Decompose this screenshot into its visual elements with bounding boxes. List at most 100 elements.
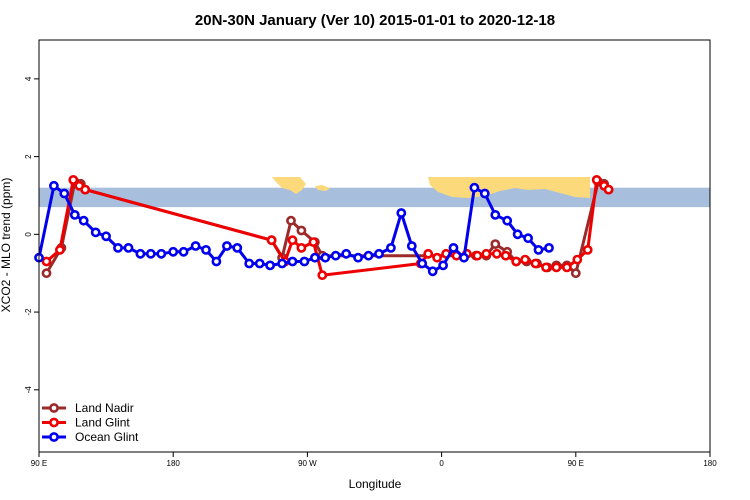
data-point xyxy=(221,241,232,251)
data-point xyxy=(286,215,296,226)
legend-entry: Land Glint xyxy=(42,416,130,430)
data-point xyxy=(341,248,352,259)
data-point xyxy=(254,258,265,269)
data-point xyxy=(541,262,551,273)
data-point xyxy=(156,248,167,259)
chart-title: 20N-30N January (Ver 10) 2015-01-01 to 2… xyxy=(195,12,555,29)
data-point xyxy=(41,256,52,267)
data-point xyxy=(135,248,146,259)
data-point xyxy=(544,242,554,253)
data-point xyxy=(385,242,396,253)
data-point xyxy=(459,252,469,263)
map-strip xyxy=(39,177,710,208)
series-layer xyxy=(34,174,614,281)
legend-swatch-marker xyxy=(49,432,59,442)
data-point xyxy=(41,268,52,279)
legend-swatch-marker xyxy=(49,417,59,428)
data-point xyxy=(330,250,341,261)
data-point xyxy=(432,252,442,263)
data-point xyxy=(113,242,123,253)
data-point xyxy=(68,174,79,185)
data-point xyxy=(491,248,502,259)
data-point xyxy=(479,188,490,199)
data-point xyxy=(502,215,513,226)
x-tick-label: 90 W xyxy=(298,459,317,468)
legend-entry: Land Nadir xyxy=(42,401,134,415)
data-point xyxy=(591,174,602,185)
data-point xyxy=(145,248,156,259)
data-point xyxy=(49,180,59,191)
map-land xyxy=(315,185,330,191)
data-point xyxy=(481,248,492,259)
plot-frame xyxy=(38,39,711,453)
data-point xyxy=(244,258,255,269)
data-point xyxy=(353,252,363,263)
data-point xyxy=(490,239,501,249)
data-point xyxy=(570,268,581,279)
data-point xyxy=(59,188,70,199)
data-point xyxy=(55,244,65,255)
data-point xyxy=(472,250,483,261)
data-point xyxy=(211,256,222,267)
data-point xyxy=(438,260,448,271)
data-point xyxy=(299,256,310,267)
y-axis-label: XCO2 - MLO trend (ppm) xyxy=(0,178,13,313)
data-point xyxy=(266,235,277,246)
data-point xyxy=(201,244,211,255)
data-point xyxy=(551,262,562,273)
data-point xyxy=(512,229,523,240)
y-tick-label: 2 xyxy=(24,154,33,159)
data-point xyxy=(396,208,407,218)
legend-label: Land Glint xyxy=(75,416,130,430)
data-point xyxy=(317,270,328,281)
data-point xyxy=(511,256,522,267)
y-tick-label: -2 xyxy=(24,308,33,316)
data-point xyxy=(123,242,134,253)
data-point xyxy=(533,244,544,255)
data-point xyxy=(423,248,434,259)
data-point xyxy=(417,258,428,269)
legend-label: Land Nadir xyxy=(75,401,134,415)
data-point xyxy=(469,182,480,193)
data-point xyxy=(277,258,287,269)
x-tick-label: 90 E xyxy=(31,459,47,468)
data-point xyxy=(265,260,275,271)
legend-swatch-marker xyxy=(49,403,59,413)
data-point xyxy=(308,237,319,247)
data-point xyxy=(427,266,438,277)
x-tick-label: 90 E xyxy=(568,459,584,468)
data-point xyxy=(78,215,89,226)
data-point xyxy=(520,254,530,265)
data-point xyxy=(168,246,179,257)
map-ocean xyxy=(39,187,710,208)
data-point xyxy=(363,250,374,261)
data-point xyxy=(101,231,111,242)
data-point xyxy=(572,254,583,265)
data-point xyxy=(190,241,201,251)
data-point xyxy=(523,233,533,244)
data-point xyxy=(69,209,80,220)
data-point xyxy=(90,227,101,238)
legend-entry: Ocean Glint xyxy=(42,430,139,444)
data-point xyxy=(500,250,511,261)
data-point xyxy=(490,209,501,220)
data-point xyxy=(296,225,307,236)
data-point xyxy=(448,242,459,253)
y-tick-label: 0 xyxy=(24,232,33,237)
data-point xyxy=(80,184,91,195)
data-point xyxy=(406,241,417,251)
x-tick-label: 180 xyxy=(703,459,717,468)
data-point xyxy=(530,258,541,269)
x-tick-label: 0 xyxy=(439,459,444,468)
data-point xyxy=(603,184,614,195)
x-axis-label: Longitude xyxy=(349,477,402,491)
data-point xyxy=(309,252,320,263)
data-point xyxy=(562,262,572,273)
data-point xyxy=(374,248,384,259)
x-tick-label: 180 xyxy=(167,459,181,468)
data-point xyxy=(296,242,307,253)
map-land xyxy=(272,177,306,194)
data-point xyxy=(232,242,243,253)
